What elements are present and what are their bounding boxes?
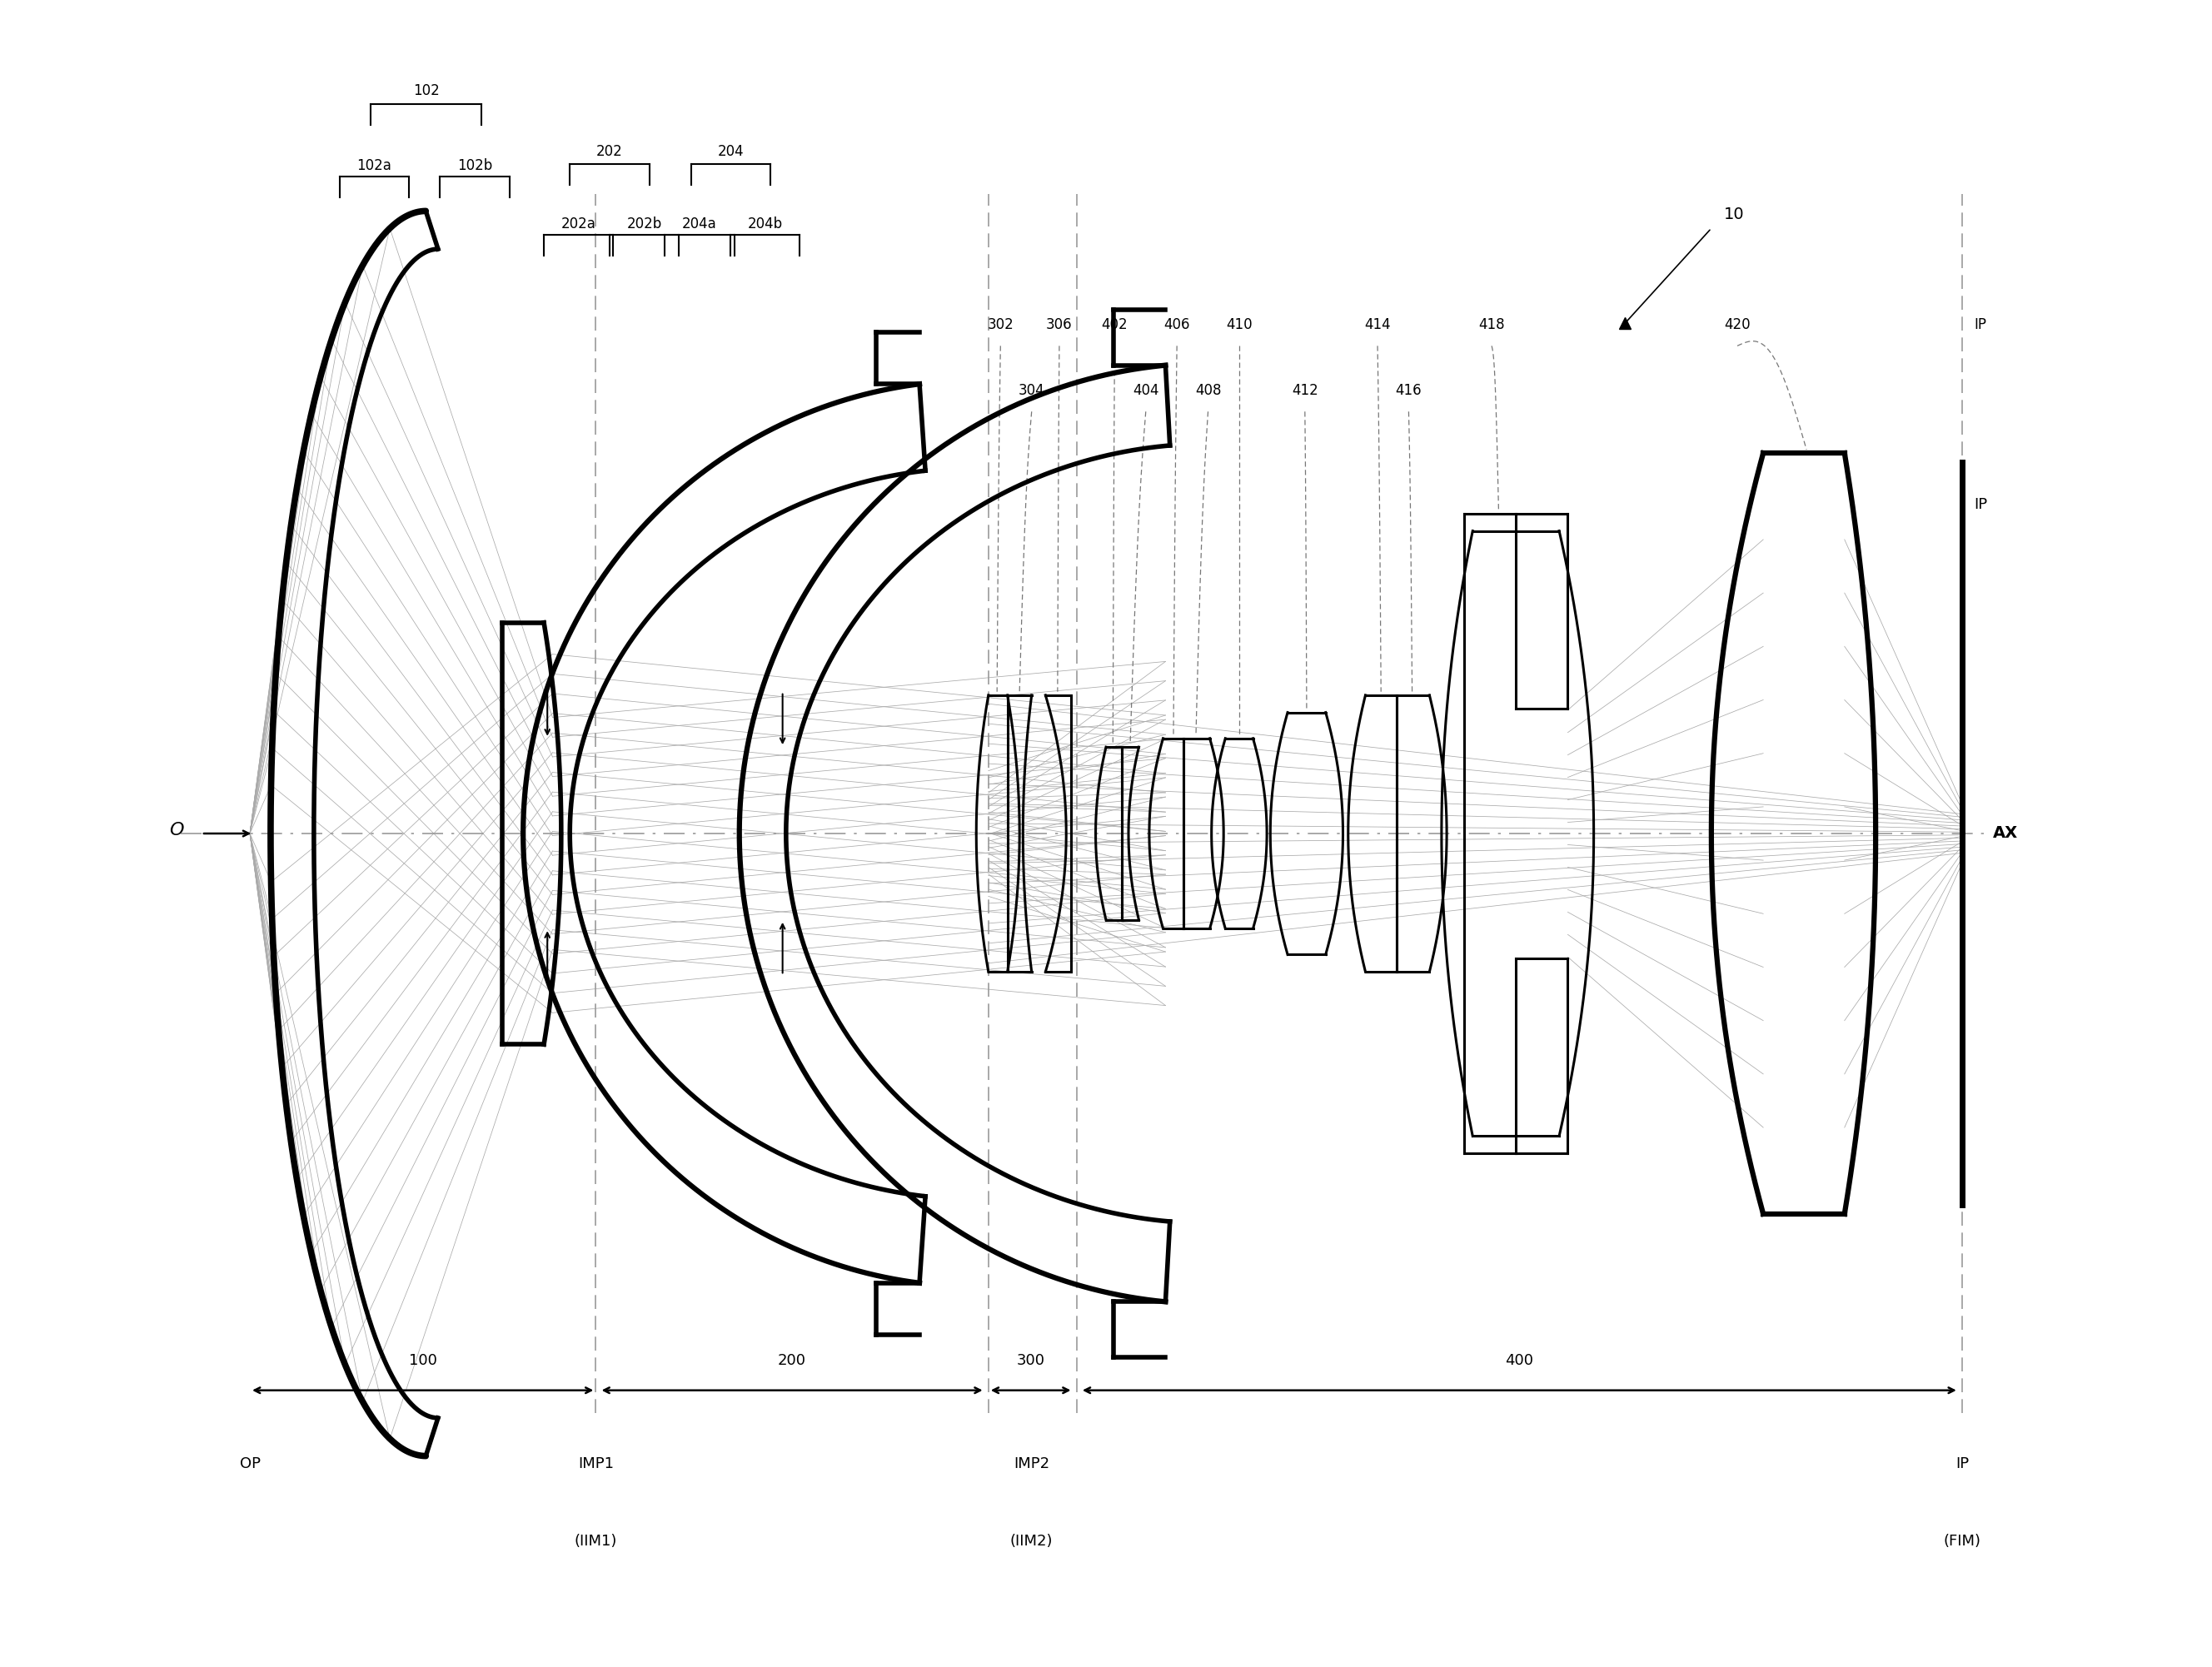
Text: 400: 400 <box>1504 1354 1533 1369</box>
Text: 404: 404 <box>1133 383 1159 398</box>
Text: (IIM1): (IIM1) <box>575 1534 617 1549</box>
Text: 408: 408 <box>1194 383 1221 398</box>
Text: OP: OP <box>239 1455 261 1470</box>
Text: O: O <box>170 822 184 839</box>
Text: 414: 414 <box>1365 317 1391 332</box>
Text: (IIM2): (IIM2) <box>1011 1534 1053 1549</box>
Text: 418: 418 <box>1478 317 1504 332</box>
Text: 10: 10 <box>1723 207 1743 222</box>
Text: 406: 406 <box>1164 317 1190 332</box>
Text: 204a: 204a <box>681 217 717 232</box>
Text: IP: IP <box>1975 497 1989 512</box>
Text: 202b: 202b <box>626 217 661 232</box>
Text: 100: 100 <box>409 1354 438 1369</box>
Text: 204: 204 <box>717 143 743 158</box>
Text: IP: IP <box>1975 317 1986 332</box>
Text: 202a: 202a <box>562 217 595 232</box>
Text: 402: 402 <box>1102 317 1128 332</box>
Text: AX: AX <box>1993 825 2017 842</box>
Text: 202: 202 <box>597 143 624 158</box>
Text: 410: 410 <box>1225 317 1252 332</box>
Text: 300: 300 <box>1018 1354 1044 1369</box>
Text: 102a: 102a <box>356 158 392 173</box>
Text: 412: 412 <box>1292 383 1318 398</box>
Text: IP: IP <box>1955 1455 1969 1470</box>
Text: 420: 420 <box>1723 317 1750 332</box>
Text: 102b: 102b <box>458 158 493 173</box>
Text: 204b: 204b <box>748 217 783 232</box>
Text: 304: 304 <box>1018 383 1044 398</box>
Text: 302: 302 <box>987 317 1013 332</box>
Text: IMP1: IMP1 <box>577 1455 613 1470</box>
Text: 416: 416 <box>1396 383 1422 398</box>
Text: IMP2: IMP2 <box>1013 1455 1048 1470</box>
Text: 102: 102 <box>414 83 440 98</box>
Text: 306: 306 <box>1046 317 1073 332</box>
Text: 200: 200 <box>779 1354 805 1369</box>
Text: (FIM): (FIM) <box>1944 1534 1982 1549</box>
